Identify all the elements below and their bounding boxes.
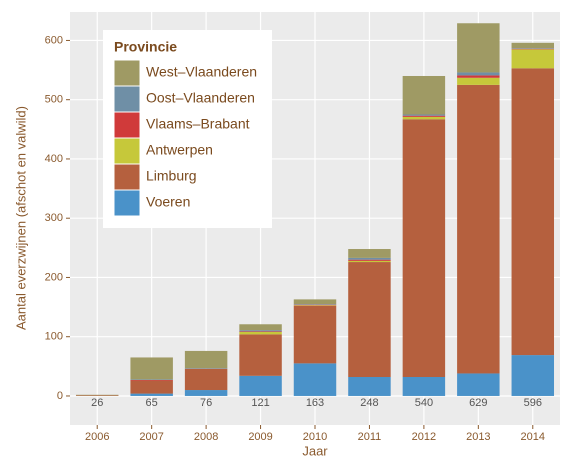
y-tick-label: 400 [45,153,63,165]
total-label: 248 [360,397,378,409]
total-label: 629 [469,397,487,409]
y-tick-label: 300 [45,212,63,224]
x-tick-label: 2010 [303,431,327,443]
bar-segment [457,75,500,78]
x-tick-label: 2008 [194,431,218,443]
bar-segment [348,249,391,258]
y-tick-label: 200 [45,271,63,283]
legend-title: Provincie [114,39,177,55]
total-label: 596 [524,397,542,409]
bar-segment [239,324,282,331]
bar-segment [239,330,282,332]
bar-segment [130,357,173,380]
bar-segment [402,116,446,120]
bar-segment [293,299,337,305]
bar-segment [457,23,500,73]
bar-segment [348,262,391,378]
bar-segment [511,68,555,356]
bar-segment [75,395,119,396]
bar-segment [239,331,282,332]
bar-segment [457,77,500,85]
bar-segment [402,377,446,396]
legend-label: West–Vlaanderen [146,64,257,80]
x-tick-label: 2014 [521,431,545,443]
bar-segment [402,114,446,116]
legend-label: Voeren [146,194,190,210]
bar-segment [402,115,446,117]
bar-segment [511,48,555,49]
total-label: 26 [91,397,103,409]
bar-segment [239,334,282,376]
total-label: 540 [415,397,433,409]
x-tick-label: 2007 [139,431,163,443]
total-label: 65 [146,397,158,409]
y-tick-label: 500 [45,94,63,106]
legend-label: Vlaams–Brabant [146,116,250,132]
legend-label: Oost–Vlaanderen [146,90,255,106]
total-label: 76 [200,397,212,409]
bar-segment [511,48,555,50]
bar-segment [402,75,446,115]
bar-segment [511,42,555,49]
x-tick-label: 2012 [412,431,436,443]
bar-segment [75,394,119,396]
y-axis-label: Aantal everzwijnen (afschot en valwild) [13,106,28,330]
bar-segment [293,363,337,396]
bar-segment [348,259,391,261]
x-tick-label: 2006 [85,431,109,443]
legend-key [113,189,141,217]
bar-segment [457,373,500,396]
y-tick-label: 600 [45,34,63,46]
x-tick-label: 2009 [248,431,272,443]
bar-segment [184,390,228,396]
bar-segment [184,368,228,391]
legend-key [113,85,141,113]
bar-segment [457,72,500,76]
bar-segment [511,355,555,396]
bar-segment [239,375,282,396]
bar-segment [130,380,173,394]
bar-segment [130,379,173,381]
bar-segment [511,49,555,69]
bar-segment [293,304,337,306]
y-tick-label: 0 [57,390,63,402]
total-label: 163 [306,397,324,409]
bar-segment [130,393,173,396]
y-tick-label: 100 [45,331,63,343]
bar-segment [348,377,391,396]
bar-segment [130,379,173,380]
legend-label: Antwerpen [146,142,213,158]
bar-segment [348,260,391,263]
legend-label: Limburg [146,168,197,184]
legend-key [113,137,141,165]
x-tick-label: 2011 [358,431,382,443]
bar-segment [293,305,337,364]
bar-segment [184,350,228,369]
bar-segment [402,119,446,378]
bar-segment [239,331,282,335]
bar-segment [457,84,500,374]
legend-key [113,59,141,87]
legend-key [113,111,141,139]
bar-segment [184,368,228,369]
x-tick-label: 2013 [466,431,490,443]
legend-key [113,163,141,191]
bar-segment [293,304,337,305]
x-axis-label: Jaar [302,443,328,458]
total-label: 121 [251,397,269,409]
bar-segment [348,257,391,260]
bar-segment [293,305,337,306]
